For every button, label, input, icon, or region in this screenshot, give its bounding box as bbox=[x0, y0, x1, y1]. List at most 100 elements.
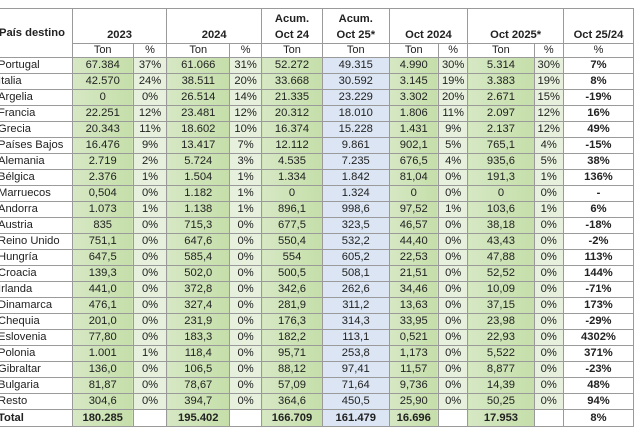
acum-oct25-cell: 262,6 bbox=[322, 281, 390, 298]
acum-oct24-cell: 1.334 bbox=[261, 169, 323, 186]
ton-oct2025-cell: 22,93 bbox=[467, 329, 535, 346]
country-cell: Marruecos bbox=[0, 185, 73, 202]
acum-oct24-cell: 16.374 bbox=[261, 121, 323, 138]
variation-cell: -15% bbox=[562, 137, 635, 154]
ton-2023-cell: 42.570 bbox=[71, 73, 134, 90]
ton-2023-cell: 2.376 bbox=[71, 169, 134, 186]
acum-oct24-cell: 52.272 bbox=[261, 57, 323, 74]
ton-2024-cell: 502,0 bbox=[166, 265, 231, 282]
pct-oct2024-cell: 30% bbox=[437, 57, 469, 74]
pct-2024-cell: 1% bbox=[229, 169, 263, 186]
ton-oct2024-cell: 0 bbox=[388, 185, 439, 202]
header-country: País destino bbox=[0, 8, 73, 58]
variation-cell: - bbox=[562, 185, 635, 202]
pct-2024-cell: 0% bbox=[229, 265, 263, 282]
variation-cell: 371% bbox=[562, 345, 635, 362]
pct-oct2025-cell: 0% bbox=[533, 217, 564, 234]
ton-oct2025-cell: 2.671 bbox=[467, 89, 535, 106]
country-cell: Croacia bbox=[0, 265, 73, 282]
variation-cell: -19% bbox=[562, 89, 635, 106]
country-cell: Bulgaria bbox=[0, 377, 73, 394]
variation-cell: 144% bbox=[562, 265, 635, 282]
ton-2024-cell: 372,8 bbox=[166, 281, 231, 298]
table-row: Bulgaria 81,87 0% 78,67 0% 57,09 71,64 9,736 0% 1… bbox=[0, 377, 635, 394]
ton-2023-cell: 77,80 bbox=[71, 329, 134, 346]
pct-2024-cell: 20% bbox=[229, 73, 263, 90]
pct-2024-cell: 0% bbox=[229, 329, 263, 346]
country-cell: Alemania bbox=[0, 153, 73, 170]
exports-by-destination-table: País destino 2023 2024 Acum. Oct 24 Acum.… bbox=[0, 8, 635, 427]
ton-2023-cell: 81,87 bbox=[71, 377, 134, 394]
total-2023: 180.285 bbox=[71, 409, 134, 427]
ton-oct2024-cell: 13,63 bbox=[388, 297, 439, 314]
pct-oct2025-cell: 12% bbox=[533, 105, 564, 122]
ton-2023-cell: 1.073 bbox=[71, 201, 134, 218]
header-2023: 2023 bbox=[71, 8, 168, 44]
variation-cell: 48% bbox=[562, 377, 635, 394]
ton-2024-cell: 26.514 bbox=[166, 89, 231, 106]
acum-oct25-cell: 532,2 bbox=[322, 233, 390, 250]
pct-2023-cell: 0% bbox=[132, 233, 168, 250]
country-cell: Resto bbox=[0, 393, 73, 410]
variation-cell: 38% bbox=[562, 153, 635, 170]
table-row: Resto 304,6 0% 394,7 0% 364,6 450,5 25,90 0% 50,2… bbox=[0, 393, 635, 410]
pct-oct2025-cell: 0% bbox=[533, 377, 564, 394]
pct-2023-cell: 0% bbox=[132, 329, 168, 346]
acum-oct25-cell: 998,6 bbox=[322, 201, 390, 218]
ton-oct2025-cell: 14,39 bbox=[467, 377, 535, 394]
acum-oct24-cell: 554 bbox=[261, 249, 323, 266]
table-row: Reino Unido 751,1 0% 647,6 0% 550,4 532,2 44,40… bbox=[0, 233, 635, 250]
variation-cell: 16% bbox=[562, 105, 635, 122]
pct-oct2024-cell: 0% bbox=[437, 185, 469, 202]
ton-oct2024-cell: 0,521 bbox=[388, 329, 439, 346]
acum-oct25-cell: 7.235 bbox=[322, 153, 390, 170]
pct-2023-cell: 9% bbox=[132, 137, 168, 154]
ton-2023-cell: 67.384 bbox=[71, 57, 134, 74]
table-row: Dinamarca 476,1 0% 327,4 0% 281,9 311,2 13,63 0%… bbox=[0, 297, 635, 314]
ton-2024-cell: 1.504 bbox=[166, 169, 231, 186]
variation-cell: 136% bbox=[562, 169, 635, 186]
acum-oct24-cell: 176,3 bbox=[261, 313, 323, 330]
header-acum-oct24-line1: Acum. bbox=[274, 13, 310, 25]
table-row: Andorra 1.073 1% 1.138 1% 896,1 998,6 97,52 1% 10… bbox=[0, 201, 635, 218]
pct-oct2024-cell: 0% bbox=[437, 393, 469, 410]
acum-oct24-cell: 12.112 bbox=[261, 137, 323, 154]
pct-2023-cell: 1% bbox=[132, 169, 168, 186]
variation-cell: -2% bbox=[562, 233, 635, 250]
pct-2023-cell: 37% bbox=[132, 57, 168, 74]
subheader-pct: % bbox=[533, 43, 564, 58]
table-body: Portugal 67.384 37% 61.066 31% 52.272 49.315 4.… bbox=[0, 57, 635, 427]
acum-oct24-cell: 21.335 bbox=[261, 89, 323, 106]
header-acum-oct25-line1: Acum. bbox=[338, 13, 373, 25]
pct-oct2025-cell: 0% bbox=[533, 393, 564, 410]
variation-cell: -18% bbox=[562, 217, 635, 234]
pct-oct2024-cell: 20% bbox=[437, 89, 469, 106]
ton-2023-cell: 751,1 bbox=[71, 233, 134, 250]
ton-2023-cell: 139,3 bbox=[71, 265, 134, 282]
pct-2023-cell: 0% bbox=[132, 281, 168, 298]
pct-oct2024-cell: 1% bbox=[437, 201, 469, 218]
ton-2023-cell: 647,5 bbox=[71, 249, 134, 266]
country-cell: Eslovenia bbox=[0, 329, 73, 346]
total-oct2025: 17.953 bbox=[467, 409, 535, 427]
table-row: Marruecos 0,504 0% 1.182 1% 0 1.324 0 0% 0 0% - bbox=[0, 185, 635, 202]
pct-2024-cell: 7% bbox=[229, 137, 263, 154]
variation-cell: 173% bbox=[562, 297, 635, 314]
ton-2024-cell: 61.066 bbox=[166, 57, 231, 74]
ton-oct2024-cell: 81,04 bbox=[388, 169, 439, 186]
ton-oct2025-cell: 10,09 bbox=[467, 281, 535, 298]
total-acum-oct25: 161.479 bbox=[322, 409, 390, 427]
ton-oct2025-cell: 52,52 bbox=[467, 265, 535, 282]
pct-2024-cell: 0% bbox=[229, 233, 263, 250]
pct-2023-cell: 0% bbox=[132, 361, 168, 378]
pct-oct2025-cell: 5% bbox=[533, 153, 564, 170]
variation-cell: 113% bbox=[562, 249, 635, 266]
ton-oct2025-cell: 2.097 bbox=[467, 105, 535, 122]
pct-2023-cell: 11% bbox=[132, 121, 168, 138]
country-cell: Hungría bbox=[0, 249, 73, 266]
acum-oct25-cell: 49.315 bbox=[322, 57, 390, 74]
pct-oct2025-cell: 0% bbox=[533, 297, 564, 314]
pct-2024-cell: 1% bbox=[229, 201, 263, 218]
acum-oct24-cell: 896,1 bbox=[261, 201, 323, 218]
subheader-ton: Ton bbox=[261, 43, 323, 58]
